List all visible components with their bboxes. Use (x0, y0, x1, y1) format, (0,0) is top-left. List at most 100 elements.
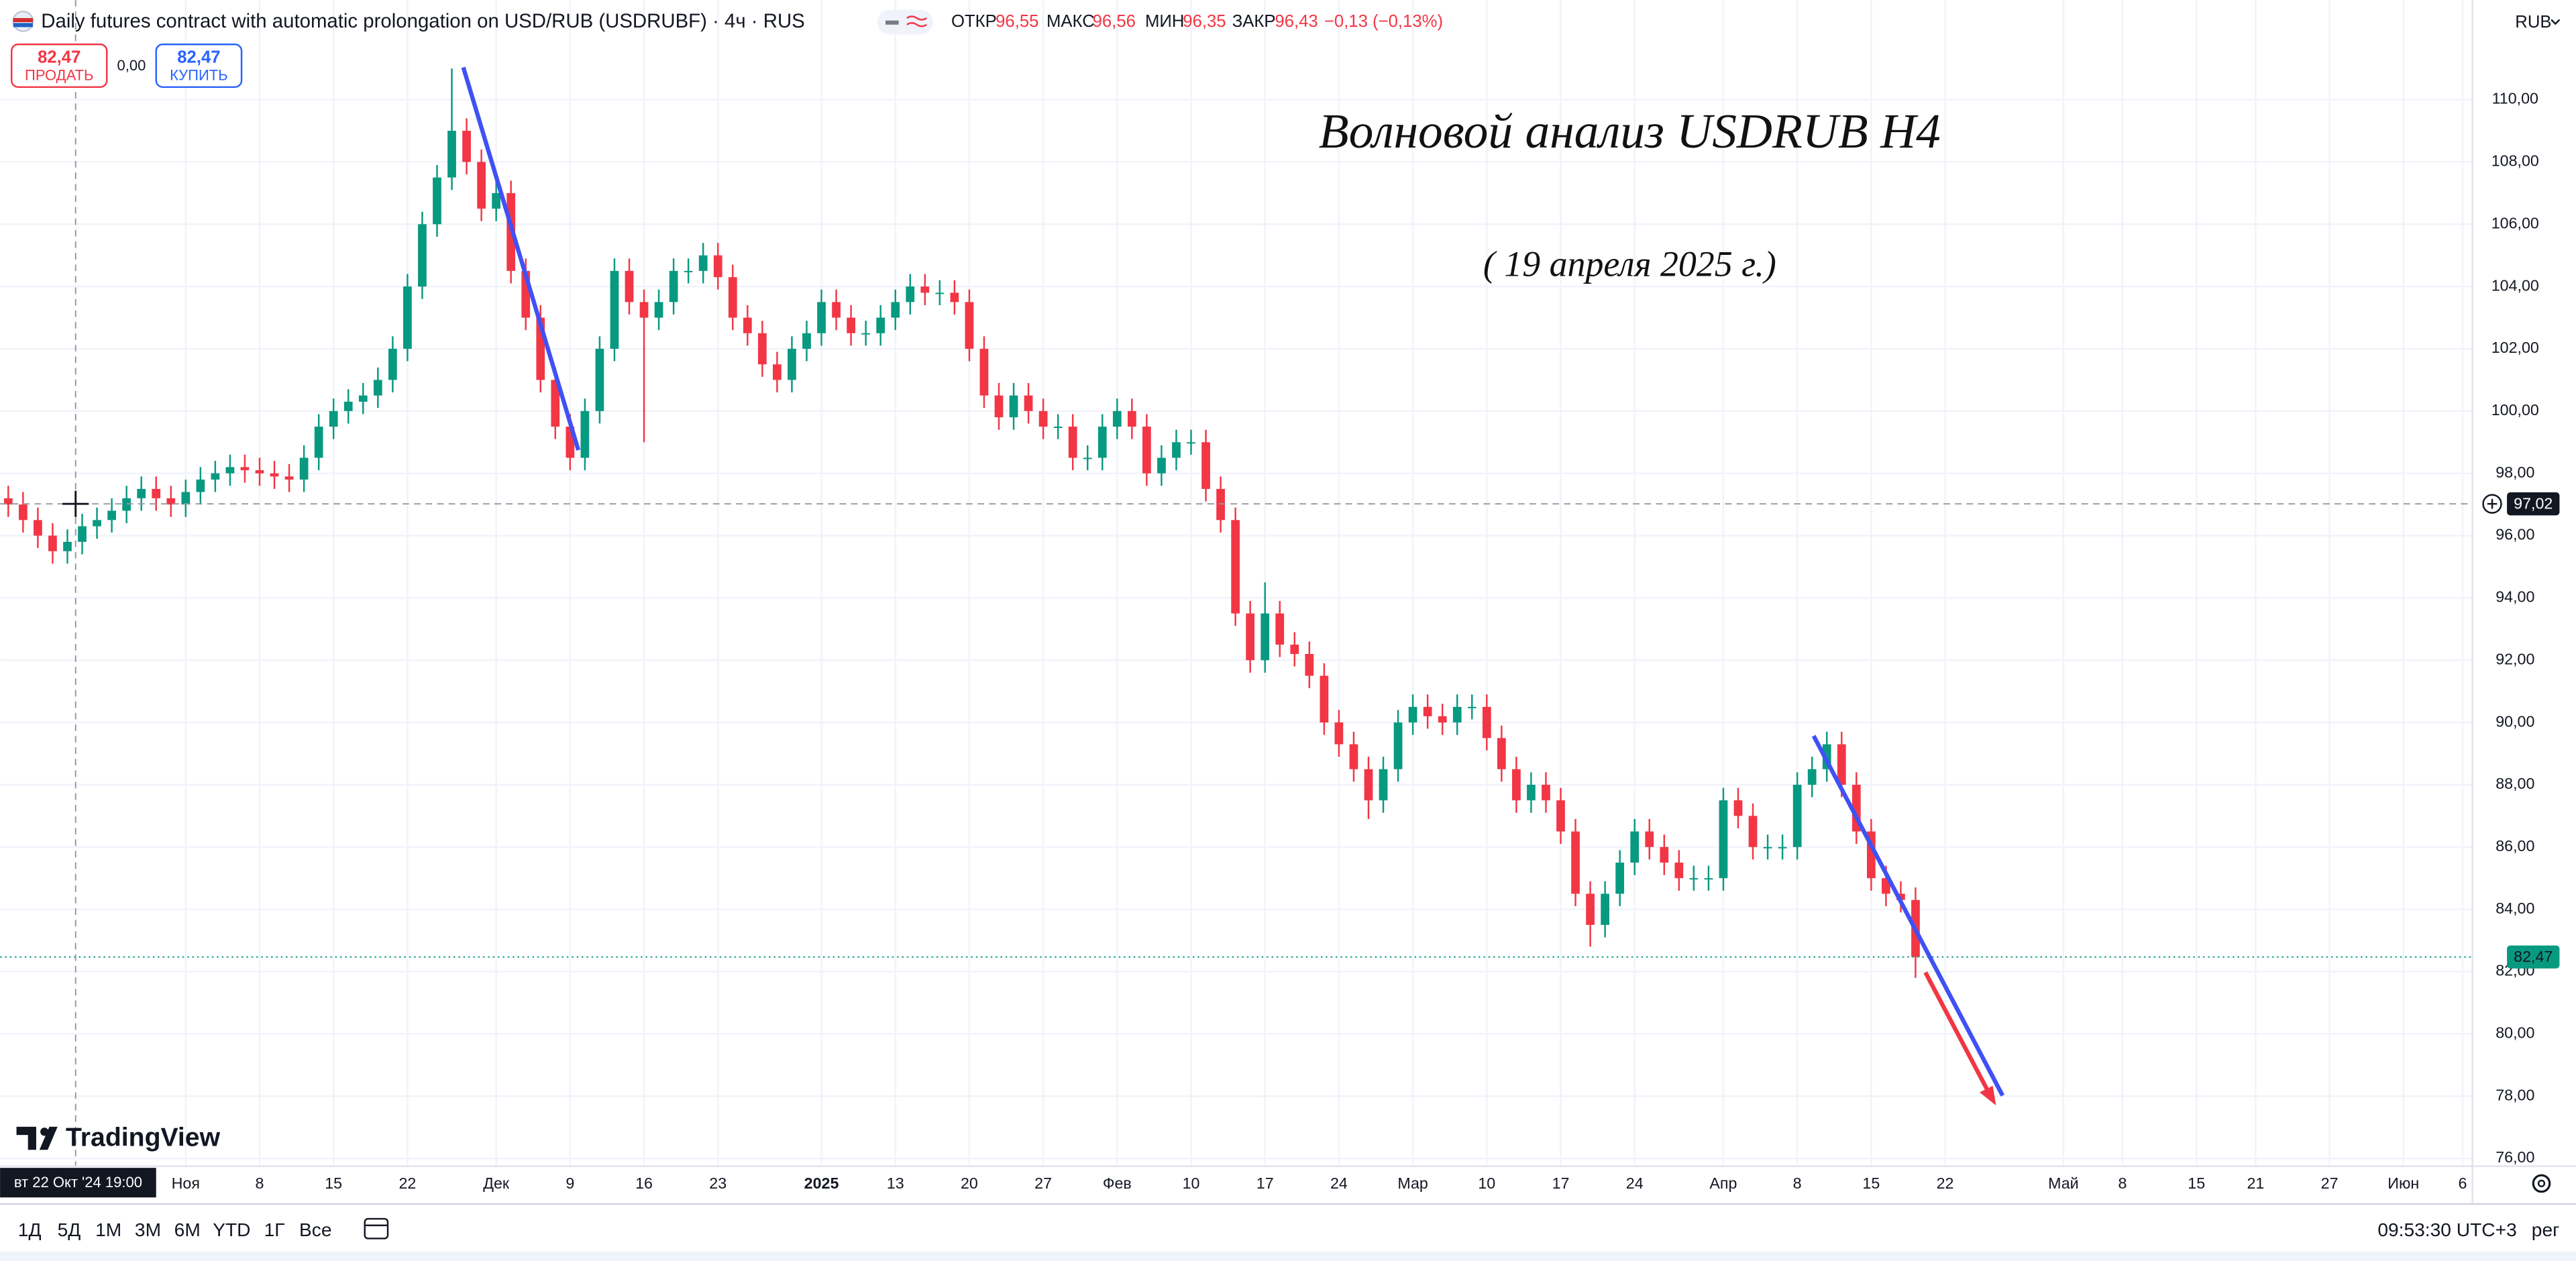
candle-body (1349, 744, 1358, 769)
buy-price: 82,47 (177, 48, 220, 67)
ohlc-label: ОТКР (951, 12, 997, 31)
candle-body (669, 270, 678, 303)
range-button[interactable]: 1М (95, 1219, 121, 1240)
x-tick-label: 22 (1937, 1174, 1954, 1192)
candle-body (403, 286, 412, 349)
symbol-title[interactable]: Daily futures contract with automatic pr… (41, 10, 804, 32)
range-button[interactable]: 3М (135, 1219, 161, 1240)
range-button[interactable]: 6М (174, 1219, 201, 1240)
logo-mark (40, 1128, 49, 1136)
candle-body (832, 302, 841, 318)
x-tick-label: 10 (1478, 1174, 1495, 1192)
candle-body (684, 270, 693, 272)
y-tick-label: 88,00 (2496, 775, 2534, 792)
candle-body (817, 302, 826, 333)
y-tick-label: 92,00 (2496, 650, 2534, 667)
sell-label: ПРОДАТЬ (25, 67, 93, 84)
candle-body (891, 302, 900, 318)
range-button[interactable]: 1Д (18, 1219, 42, 1240)
candle-body (1024, 395, 1033, 411)
settings-icon[interactable] (2532, 1174, 2551, 1193)
candle-body (240, 467, 250, 471)
x-tick-label: 6 (2458, 1174, 2467, 1192)
date-range-icon[interactable] (364, 1217, 389, 1240)
candle-body (639, 302, 649, 318)
crosshair-price-tag (2507, 492, 2560, 516)
candle-body (698, 255, 708, 271)
candle-body (492, 193, 501, 209)
candle-body (1452, 706, 1462, 723)
candle-body (1423, 706, 1432, 716)
x-tick-label: Ноя (172, 1174, 200, 1192)
y-tick-label: 108,00 (2491, 152, 2539, 170)
y-tick-label: 96,00 (2496, 526, 2534, 543)
candle-body (1172, 442, 1181, 458)
sell-button[interactable] (11, 43, 108, 89)
candle-body (876, 317, 885, 333)
candle-body (1748, 816, 1758, 847)
candle-body (654, 302, 663, 318)
candle-body (1097, 427, 1107, 458)
range-button[interactable]: YTD (213, 1219, 250, 1240)
candle-body (1615, 863, 1625, 894)
range-button[interactable]: Все (299, 1219, 332, 1240)
candle-body (152, 488, 161, 498)
candle-body (1586, 893, 1595, 925)
x-tick-label: 10 (1183, 1174, 1200, 1192)
candle-body (1112, 410, 1122, 427)
x-tick-label: 27 (1034, 1174, 1052, 1192)
logo-text[interactable]: TradingView (66, 1123, 221, 1152)
crosshair-time-tag (0, 1168, 156, 1198)
x-tick-label: Июн (2387, 1174, 2419, 1192)
candle-body (34, 520, 42, 536)
x-tick-label: 9 (566, 1174, 574, 1192)
crosshair-price-label: 97,02 (2514, 495, 2553, 512)
grid (0, 0, 2473, 1166)
annotation-title: Волновой анализ USDRUB H4 (1319, 104, 1941, 158)
x-tick-label: 17 (1552, 1174, 1570, 1192)
candle-body (1320, 675, 1329, 723)
trend-line[interactable] (461, 66, 581, 451)
ohlc-value: 96,56 (1093, 12, 1136, 31)
y-tick-label: 94,00 (2496, 588, 2534, 606)
candle-body (935, 292, 945, 294)
y-tick-label: 80,00 (2496, 1024, 2534, 1042)
range-button[interactable]: 5Д (58, 1219, 81, 1240)
candle-body (625, 270, 634, 303)
candle-body (1053, 427, 1063, 429)
buy-button[interactable] (155, 43, 243, 89)
candle-body (211, 473, 220, 480)
settings-icon (2537, 1179, 2546, 1188)
candle-body (757, 333, 767, 365)
candle-body (610, 270, 619, 349)
ohlc-label: МАКС (1046, 12, 1095, 31)
clock[interactable]: 09:53:30 UTC+3 (2377, 1219, 2516, 1240)
candle-body (388, 348, 397, 380)
candle-body (1009, 395, 1018, 418)
arrow-line[interactable] (1923, 971, 1992, 1095)
candle-body (1083, 457, 1092, 459)
candle-body (1837, 744, 1846, 785)
candle-body (477, 162, 486, 209)
trend-line[interactable] (1811, 734, 2005, 1097)
candle-body (196, 479, 205, 492)
range-buttons: 1Д 5Д 1М 3М 6М YTD 1Г Все (18, 1219, 332, 1240)
range-button[interactable]: 1Г (264, 1219, 285, 1240)
last-price-tag (2507, 945, 2560, 969)
ohlc-value: 96,35 (1183, 12, 1226, 31)
y-tick-label: 106,00 (2491, 214, 2539, 231)
session[interactable]: рег (2532, 1219, 2560, 1240)
candle-body (979, 348, 989, 396)
indicator-pill[interactable] (877, 9, 934, 35)
x-tick-label: 20 (961, 1174, 978, 1192)
x-tick-label: 17 (1256, 1174, 1274, 1192)
x-tick-label: Апр (1709, 1174, 1737, 1192)
candle-body (1660, 846, 1669, 863)
candle-body (1527, 784, 1536, 801)
candle-body (1290, 645, 1299, 654)
candle-body (255, 470, 264, 474)
currency[interactable]: RUB (2515, 13, 2551, 32)
candle-body (284, 476, 294, 480)
x-tick-label: Май (2048, 1174, 2079, 1192)
